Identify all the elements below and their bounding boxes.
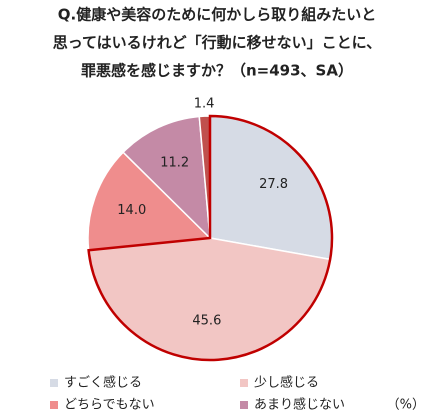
chart-title: 罪悪感を感じますか？（n=493、SA）	[81, 62, 353, 80]
data-label: 14.0	[117, 203, 146, 218]
chart-title: 思ってはいるけれど「行動に移せない」ことに、	[53, 34, 382, 52]
data-label: 1.4	[194, 97, 215, 112]
legend-swatch	[240, 401, 248, 409]
data-label: 27.8	[259, 177, 288, 192]
legend-swatch	[50, 379, 58, 387]
legend-swatch	[50, 401, 58, 409]
legend-label: すごく感じる	[64, 375, 142, 391]
pie-slice	[87, 151, 212, 252]
data-label: 11.2	[160, 155, 189, 170]
unit-label: （%）	[387, 398, 425, 413]
chart-title: Q.健康や美容のために何かしら取り組みたいと	[58, 6, 376, 24]
pie-slice	[122, 115, 211, 240]
highlight-outline	[87, 114, 334, 362]
legend-label: あまり感じない	[254, 397, 345, 413]
pie-slice	[87, 237, 331, 361]
legend-label: 少し感じる	[254, 375, 319, 391]
legend-swatch	[240, 379, 248, 387]
legend-label: どちらでもない	[64, 398, 155, 413]
data-label: 45.6	[192, 313, 221, 328]
